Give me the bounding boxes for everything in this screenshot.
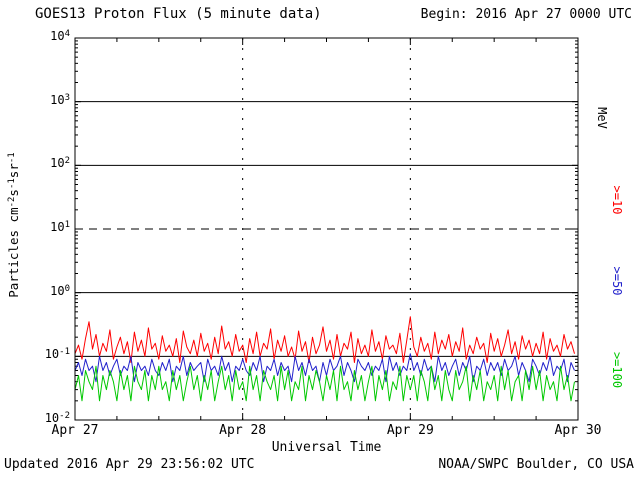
x-tick-label: Apr 30 bbox=[554, 423, 602, 438]
y-tick-label: 10-2 bbox=[44, 411, 70, 425]
legend-unit-mev: MeV bbox=[595, 107, 609, 129]
x-tick-label: Apr 27 bbox=[51, 423, 99, 438]
source-attribution: NOAA/SWPC Boulder, CO USA bbox=[438, 457, 634, 472]
legend-item-100: >=100 bbox=[610, 351, 624, 389]
legend-item-10: >=10 bbox=[610, 185, 624, 215]
x-axis-label: Universal Time bbox=[271, 440, 382, 455]
y-tick-label: 10-1 bbox=[44, 347, 70, 362]
chart-title: GOES13 Proton Flux (5 minute data) bbox=[35, 6, 322, 22]
x-tick-label: Apr 28 bbox=[219, 423, 267, 438]
updated-timestamp: Updated 2016 Apr 29 23:56:02 UTC bbox=[4, 457, 255, 472]
legend-item-50: >=50 bbox=[610, 266, 624, 296]
y-tick-label: 104 bbox=[50, 29, 70, 43]
plot-frame bbox=[74, 37, 579, 421]
y-tick-label: 102 bbox=[50, 156, 70, 171]
series--10-mev bbox=[74, 316, 575, 363]
series--100-mev bbox=[74, 365, 575, 402]
y-tick-label: 100 bbox=[50, 283, 70, 298]
begin-timestamp: Begin: 2016 Apr 27 0000 UTC bbox=[420, 7, 632, 22]
y-tick-label: 103 bbox=[50, 92, 70, 107]
y-tick-label: 101 bbox=[50, 220, 70, 234]
y-axis-label: Particles cm-2s-1sr-1 bbox=[6, 152, 21, 298]
series--50-mev bbox=[74, 353, 575, 383]
x-tick-label: Apr 29 bbox=[386, 423, 434, 438]
